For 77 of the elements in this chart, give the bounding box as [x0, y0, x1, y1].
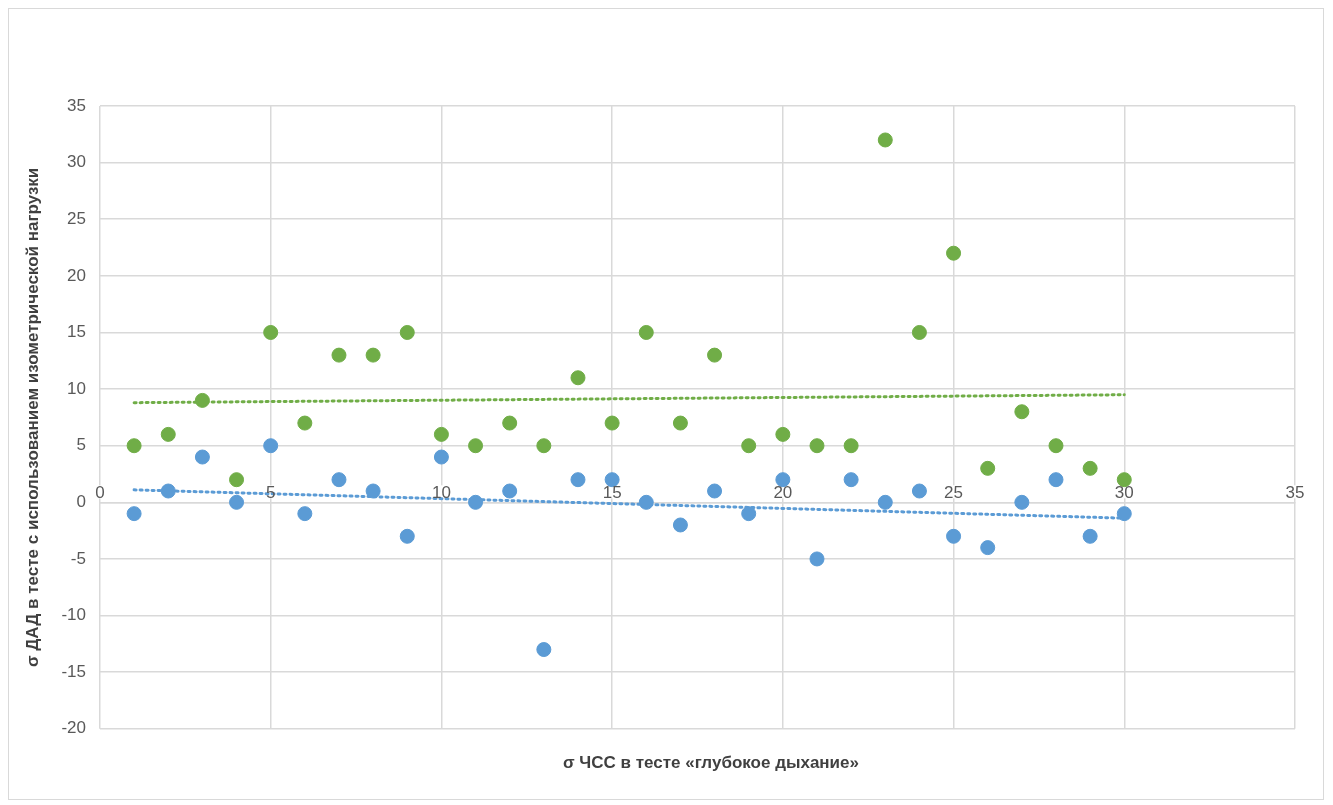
y-tick-label: 15 — [67, 322, 86, 342]
point — [468, 494, 484, 510]
point — [1082, 460, 1098, 476]
point — [1014, 494, 1030, 510]
point — [331, 472, 347, 488]
point — [502, 415, 518, 431]
y-tick-label: 35 — [67, 95, 86, 115]
point — [194, 449, 210, 465]
y-axis-title: σ ДАД в тесте с использованием изометрической нагрузки — [22, 167, 42, 668]
point — [707, 483, 723, 499]
point — [1082, 528, 1098, 544]
y-tick-label: 30 — [67, 152, 86, 172]
point — [160, 483, 176, 499]
point — [809, 438, 825, 454]
point — [843, 472, 859, 488]
point — [194, 392, 210, 408]
point — [229, 472, 245, 488]
y-tick-label: 10 — [67, 378, 86, 398]
point — [1048, 472, 1064, 488]
point — [229, 494, 245, 510]
point — [263, 324, 279, 340]
point — [809, 551, 825, 567]
point — [365, 347, 381, 363]
point — [672, 517, 688, 533]
x-tick-label: 25 — [944, 483, 964, 503]
y-tick-label: -5 — [70, 548, 86, 568]
point — [126, 506, 142, 522]
point — [911, 483, 927, 499]
point — [707, 347, 723, 363]
x-tick-label: 10 — [431, 483, 451, 503]
y-tick-label: 5 — [76, 435, 86, 455]
point — [980, 460, 996, 476]
point — [536, 642, 552, 658]
point — [399, 528, 415, 544]
y-tick-label: -15 — [61, 661, 86, 681]
y-tick-label: -20 — [61, 718, 86, 738]
point — [911, 324, 927, 340]
x-tick-label: 20 — [773, 483, 793, 503]
point — [433, 449, 449, 465]
point — [741, 438, 757, 454]
point — [536, 438, 552, 454]
y-tick-label: -10 — [61, 605, 86, 625]
point — [843, 438, 859, 454]
x-tick-label: 15 — [602, 483, 622, 503]
point — [433, 426, 449, 442]
point — [160, 426, 176, 442]
point — [1014, 404, 1030, 420]
x-tick-label: 30 — [1114, 483, 1134, 503]
point — [672, 415, 688, 431]
point — [502, 483, 518, 499]
point — [297, 415, 313, 431]
point — [1116, 506, 1132, 522]
point — [570, 370, 586, 386]
point — [126, 438, 142, 454]
point — [331, 347, 347, 363]
y-tick-label: 20 — [67, 265, 86, 285]
point — [638, 494, 654, 510]
x-tick-label: 0 — [95, 483, 105, 503]
point — [877, 494, 893, 510]
point — [638, 324, 654, 340]
point — [946, 245, 962, 261]
x-axis-title: σ ЧСС в тесте «глубокое дыхание» — [562, 753, 860, 773]
point — [946, 528, 962, 544]
point — [468, 438, 484, 454]
point — [741, 506, 757, 522]
point — [1048, 438, 1064, 454]
point — [297, 506, 313, 522]
y-tick-label: 25 — [67, 208, 86, 228]
point — [365, 483, 381, 499]
x-tick-label: 35 — [1285, 483, 1305, 503]
point — [604, 415, 620, 431]
point — [980, 540, 996, 556]
point — [570, 472, 586, 488]
point — [399, 324, 415, 340]
point — [263, 438, 279, 454]
point — [877, 132, 893, 148]
point — [775, 426, 791, 442]
